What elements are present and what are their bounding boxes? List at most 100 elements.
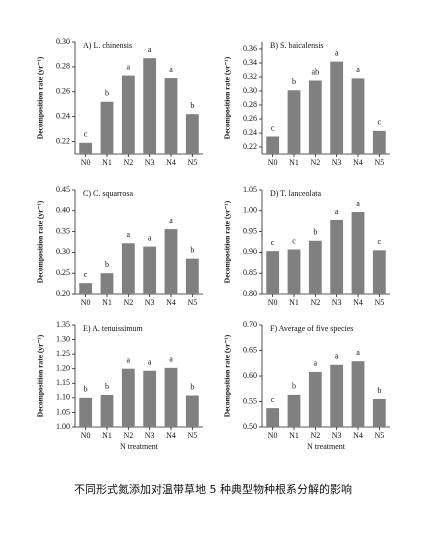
x-tick-label: N0 xyxy=(81,158,91,167)
bar xyxy=(185,395,199,427)
y-tick-label: 0.60 xyxy=(243,371,257,380)
y-tick-label: 0.70 xyxy=(243,320,257,329)
y-tick-label: 0.30 xyxy=(243,86,257,95)
bar xyxy=(185,258,199,294)
y-axis-label: Decomposition rate (yr⁻¹) xyxy=(36,334,45,417)
y-tick-label: 0.22 xyxy=(243,142,257,151)
bar xyxy=(100,273,114,294)
bar xyxy=(351,361,365,427)
significance-letter: c xyxy=(271,238,275,247)
caption: 不同形式氮添加对温带草地 5 种典型物种根系分解的影响 xyxy=(74,482,352,496)
panel-title: F) Average of five species xyxy=(270,324,353,333)
significance-letter: b xyxy=(190,382,194,391)
x-tick-label: N2 xyxy=(123,298,133,307)
x-tick-label: N0 xyxy=(81,431,91,440)
y-axis-label: Decomposition rate (yr⁻¹) xyxy=(36,56,45,139)
significance-letter: a xyxy=(356,65,360,74)
panel-title: C) C. squarrosa xyxy=(83,189,133,198)
significance-letter: b xyxy=(313,228,317,237)
y-tick-label: 0.25 xyxy=(56,268,70,277)
significance-letter: b xyxy=(190,245,194,254)
x-tick-label: N5 xyxy=(374,158,384,167)
panel-title: E) A. tenuissimum xyxy=(83,324,144,333)
x-tick-label: N4 xyxy=(353,298,363,307)
bar xyxy=(121,368,135,427)
x-tick-label: N4 xyxy=(166,431,176,440)
y-tick-label: 0.36 xyxy=(243,44,257,53)
x-tick-label: N5 xyxy=(187,158,197,167)
x-tick-label: N0 xyxy=(81,298,91,307)
x-tick-label: N5 xyxy=(374,431,384,440)
y-tick-label: 0.26 xyxy=(243,114,257,123)
bar xyxy=(330,219,344,294)
x-tick-label: N4 xyxy=(166,158,176,167)
x-tick-label: N1 xyxy=(289,158,299,167)
x-tick-label: N1 xyxy=(102,158,112,167)
x-axis-label: N treatment xyxy=(307,442,346,451)
bar xyxy=(266,408,280,427)
y-tick-label: 0.85 xyxy=(243,268,257,277)
x-tick-label: N4 xyxy=(353,158,363,167)
x-tick-label: N2 xyxy=(310,431,320,440)
y-tick-label: 0.28 xyxy=(56,62,70,71)
y-tick-label: 0.95 xyxy=(243,226,257,235)
y-tick-label: 0.90 xyxy=(243,247,257,256)
significance-letter: ab xyxy=(312,67,320,76)
x-tick-label: N3 xyxy=(145,158,155,167)
y-tick-label: 0.45 xyxy=(56,185,70,194)
bar xyxy=(100,394,114,427)
y-tick-label: 0.28 xyxy=(243,100,257,109)
x-tick-label: N3 xyxy=(332,158,342,167)
panel-title: D) T. lanceolata xyxy=(270,189,321,198)
significance-letter: c xyxy=(378,118,382,127)
x-tick-label: N0 xyxy=(268,158,278,167)
significance-letter: b xyxy=(105,260,109,269)
significance-letter: a xyxy=(169,355,173,364)
x-tick-label: N3 xyxy=(332,298,342,307)
x-tick-label: N5 xyxy=(187,431,197,440)
bar xyxy=(308,371,322,427)
bar xyxy=(79,142,93,154)
significance-letter: c xyxy=(292,236,296,245)
x-tick-label: N2 xyxy=(310,158,320,167)
x-tick-label: N4 xyxy=(166,298,176,307)
significance-letter: b xyxy=(84,385,88,394)
significance-letter: a xyxy=(148,45,152,54)
y-tick-label: 0.34 xyxy=(243,58,257,67)
bar xyxy=(121,75,135,154)
y-axis-label: Decomposition rate (yr⁻¹) xyxy=(223,334,232,417)
significance-letter: c xyxy=(378,237,382,246)
significance-letter: c xyxy=(84,270,88,279)
y-axis-label: Decomposition rate (yr⁻¹) xyxy=(36,200,45,283)
bar xyxy=(308,80,322,154)
bar xyxy=(164,78,178,154)
y-tick-label: 0.35 xyxy=(56,226,70,235)
y-axis-label: Decomposition rate (yr⁻¹) xyxy=(223,56,232,139)
x-axis-label: N treatment xyxy=(120,442,159,451)
bar xyxy=(185,114,199,154)
y-tick-label: 1.00 xyxy=(243,206,257,215)
bar xyxy=(287,249,301,294)
y-tick-label: 0.32 xyxy=(243,72,257,81)
y-tick-label: 0.55 xyxy=(243,396,257,405)
significance-letter: a xyxy=(127,230,131,239)
x-tick-label: N0 xyxy=(268,298,278,307)
y-tick-label: 1.05 xyxy=(56,407,70,416)
x-tick-label: N5 xyxy=(187,298,197,307)
bar xyxy=(351,78,365,154)
y-tick-label: 0.22 xyxy=(56,136,70,145)
x-tick-label: N5 xyxy=(374,298,384,307)
y-tick-label: 1.05 xyxy=(243,185,257,194)
bar xyxy=(143,246,157,294)
significance-letter: a xyxy=(127,62,131,71)
y-axis-label: Decomposition rate (yr⁻¹) xyxy=(223,200,232,283)
y-tick-label: 1.00 xyxy=(56,422,70,431)
y-tick-label: 0.30 xyxy=(56,37,70,46)
significance-letter: c xyxy=(271,123,275,132)
x-tick-label: N3 xyxy=(145,298,155,307)
significance-letter: b xyxy=(292,382,296,391)
significance-letter: b xyxy=(105,89,109,98)
x-tick-label: N1 xyxy=(289,298,299,307)
significance-letter: a xyxy=(335,48,339,57)
